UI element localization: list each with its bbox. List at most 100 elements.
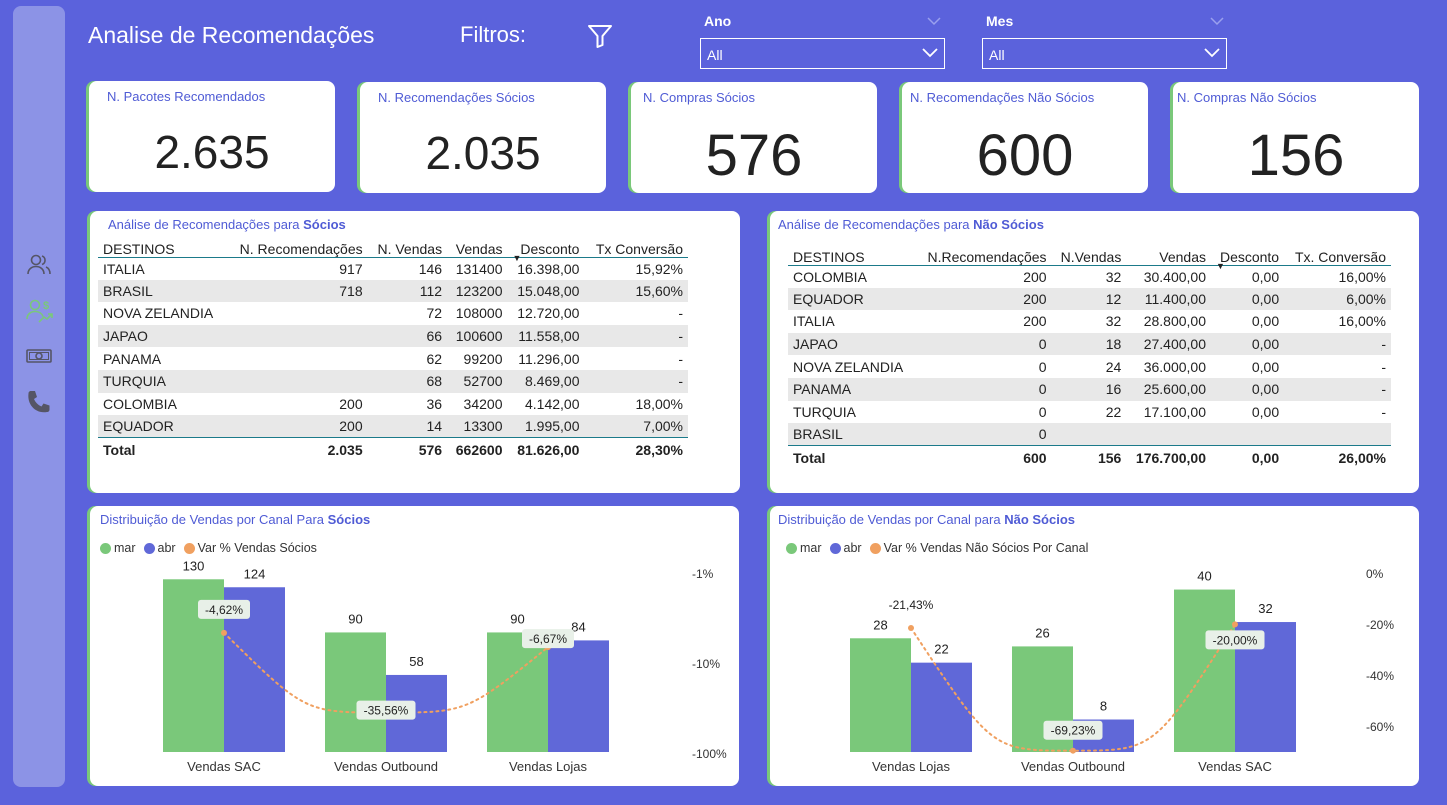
legend-item[interactable]: abr: [143, 541, 176, 555]
table-row[interactable]: BRASIL 0: [788, 423, 1391, 446]
kpi-value: 576: [705, 123, 803, 188]
sort-desc-icon: ▼: [512, 252, 522, 263]
table-row[interactable]: JAPAO 66 100600 11.558,00-: [98, 324, 688, 348]
users-icon[interactable]: [25, 251, 53, 279]
column-header[interactable]: N. Vendas: [377, 240, 443, 257]
table-cell: 34200: [463, 395, 503, 412]
column-header[interactable]: DESTINOS: [103, 240, 175, 257]
column-header[interactable]: Tx. Conversão: [1294, 248, 1386, 265]
chart-title: Distribuição de Vendas por Canal Para Só…: [100, 512, 371, 527]
chevron-down-icon[interactable]: [927, 16, 941, 26]
column-header[interactable]: Vendas: [1159, 248, 1206, 265]
table-cell: 16,00%: [1338, 313, 1386, 330]
table-cell: -: [1381, 358, 1386, 375]
category-label: Vendas Lojas: [509, 759, 588, 774]
total-cell: 2.035: [327, 442, 363, 458]
table-cell: -: [584, 324, 688, 348]
table-cell: COLOMBIA: [793, 268, 867, 285]
table-cell: JAPAO: [98, 324, 227, 348]
legend-item[interactable]: abr: [829, 541, 862, 555]
kpi-card-compras-socios: N. Compras Sócios 576: [631, 82, 877, 193]
chart-card-socios: Distribuição de Vendas por Canal Para Só…: [90, 506, 739, 786]
total-cell: 26,00%: [1338, 450, 1386, 466]
table-cell: 108000: [455, 305, 503, 322]
table-cell: 72: [426, 305, 443, 322]
table-cell: 68: [367, 369, 448, 393]
column-header[interactable]: N.Recomendações: [927, 248, 1047, 265]
table-row[interactable]: COLOMBIA 200 32 30.400,00 0,00 16,00%: [788, 265, 1391, 288]
column-header[interactable]: DESTINOS: [793, 248, 865, 265]
table-cell: -: [678, 305, 683, 322]
column-header[interactable]: N. Recomendações: [239, 240, 363, 257]
column-header[interactable]: Desconto ▼: [1216, 248, 1280, 271]
table-row[interactable]: TURQUIA 0 22 17.100,00 0,00 -: [788, 401, 1391, 424]
chevron-down-icon[interactable]: [1210, 16, 1224, 26]
slicer-mes-title: Mes: [986, 13, 1014, 29]
table-row[interactable]: PANAMA 62 99200 11.296,00 -: [98, 347, 688, 370]
kpi-card-recomendacoes-nao-socios: N. Recomendações Não Sócios 600: [902, 82, 1148, 193]
column-header[interactable]: Vendas: [455, 240, 503, 257]
table-row[interactable]: EQUADOR 200 14 13300 1.995,00 7,00%: [98, 415, 688, 438]
table-cell: 30.400,00: [1143, 268, 1206, 285]
bar: [548, 640, 609, 752]
line-point: [1232, 621, 1238, 628]
table-cell: TURQUIA: [793, 403, 856, 420]
column-header[interactable]: N.Vendas: [1060, 248, 1122, 265]
axis-tick-label: 0%: [1366, 567, 1384, 581]
total-cell: 81.626,00: [517, 442, 580, 458]
kpi-label: N. Compras Não Sócios: [1177, 90, 1317, 105]
chevron-down-icon: [922, 48, 938, 58]
line-series: [223, 631, 549, 714]
line-label-bg: [1205, 630, 1265, 650]
total-cell: 576: [418, 442, 443, 458]
table-cell: -: [1284, 332, 1391, 356]
legend-item[interactable]: Var % Vendas Sócios: [183, 541, 317, 555]
total-row: Total 600 156 176.700,00 0,00 26,00%: [788, 445, 1391, 470]
table-row[interactable]: PANAMA 0 16 25.600,00 0,00-: [788, 377, 1391, 401]
table-cell: 0: [915, 377, 1052, 401]
table-cell: 62: [426, 350, 443, 367]
chart-title: Distribuição de Vendas por Canal para Nã…: [778, 512, 1075, 527]
filter-icon[interactable]: [586, 22, 614, 50]
chart-legend: mar abr Var % Vendas Não Sócios Por Cana…: [786, 541, 1088, 555]
table-cell: 66: [367, 324, 448, 348]
table-row[interactable]: JAPAO 0 18 27.400,00 0,00-: [788, 332, 1391, 356]
slicer-mes-dropdown[interactable]: All: [982, 38, 1227, 69]
column-header[interactable]: Desconto ▼: [512, 240, 580, 263]
table-cell: 0: [915, 332, 1052, 356]
table-row[interactable]: NOVA ZELANDIA 72 108000 12.720,00 -: [98, 302, 688, 325]
table-row[interactable]: COLOMBIA 200 36 34200 4.142,00 18,00%: [98, 393, 688, 416]
table-row[interactable]: BRASIL 718 112 123200 15.048,00 15,60%: [98, 279, 688, 303]
legend-item[interactable]: Var % Vendas Não Sócios Por Canal: [869, 541, 1088, 555]
table-cell: 12: [1051, 287, 1127, 311]
total-cell: Total: [103, 442, 136, 458]
table-row[interactable]: ITALIA 917 146 131400 16.398,00 15,92%: [98, 257, 688, 280]
legend-item[interactable]: mar: [100, 541, 136, 555]
kpi-value: 600: [976, 123, 1074, 188]
phone-icon[interactable]: [25, 388, 53, 416]
table-cell: [226, 347, 368, 370]
table-cell: 0,00: [1211, 287, 1285, 311]
table-cell: 18,00%: [635, 395, 683, 412]
table-cell: 0,00: [1251, 313, 1280, 330]
data-label: 8: [1100, 699, 1107, 714]
column-header[interactable]: Tx Conversão: [595, 240, 683, 257]
total-cell: 0,00: [1251, 450, 1280, 466]
kpi-card-recomendacoes-socios: N. Recomendações Sócios 2.035: [360, 82, 606, 193]
users-money-icon[interactable]: $: [25, 296, 53, 324]
bar: [487, 632, 548, 752]
table-row[interactable]: TURQUIA 68 52700 8.469,00-: [98, 369, 688, 393]
table-row[interactable]: ITALIA 200 32 28.800,00 0,00 16,00%: [788, 310, 1391, 333]
table-row[interactable]: NOVA ZELANDIA 0 24 36.000,00 0,00 -: [788, 355, 1391, 378]
slicer-ano-dropdown[interactable]: All: [700, 38, 945, 69]
line-label: -21,43%: [889, 598, 934, 612]
legend-item[interactable]: mar: [786, 541, 822, 555]
table-row[interactable]: EQUADOR 200 12 11.400,00 0,00 6,00%: [788, 287, 1391, 311]
money-icon[interactable]: [25, 342, 53, 370]
table-cell: [1051, 423, 1127, 446]
table-cell: 17.100,00: [1143, 403, 1206, 420]
line-point: [221, 629, 227, 636]
axis-tick-label: -20%: [1366, 618, 1394, 632]
table-cell: 1.995,00: [507, 415, 585, 438]
table-cell: 123200: [447, 279, 508, 303]
